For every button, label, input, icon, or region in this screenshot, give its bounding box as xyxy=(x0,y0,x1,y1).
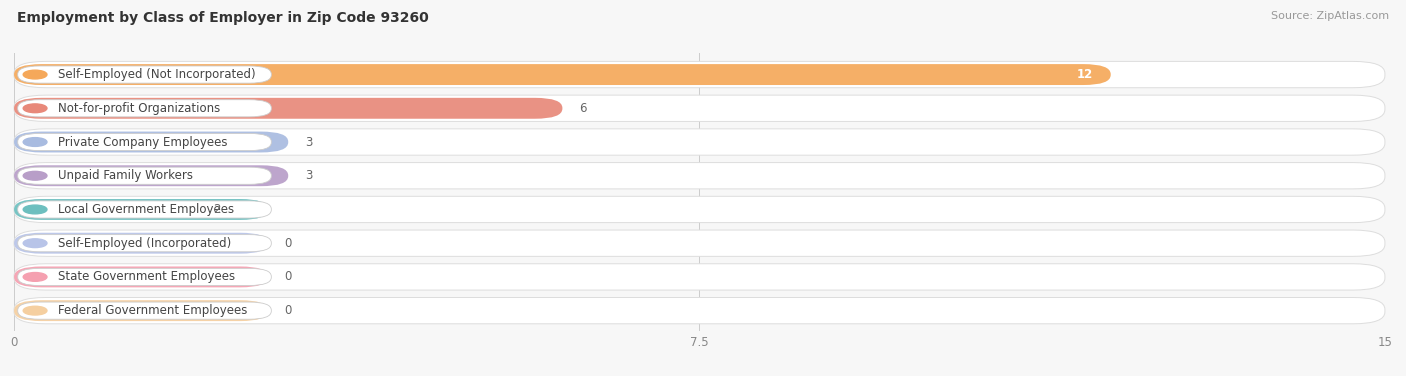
Text: Local Government Employees: Local Government Employees xyxy=(58,203,233,216)
FancyBboxPatch shape xyxy=(14,264,1385,290)
Text: 0: 0 xyxy=(284,304,291,317)
Text: Not-for-profit Organizations: Not-for-profit Organizations xyxy=(58,102,221,115)
Circle shape xyxy=(22,138,46,146)
FancyBboxPatch shape xyxy=(18,167,271,184)
Text: Self-Employed (Not Incorporated): Self-Employed (Not Incorporated) xyxy=(58,68,256,81)
FancyBboxPatch shape xyxy=(18,302,271,319)
FancyBboxPatch shape xyxy=(14,267,267,287)
Text: 0: 0 xyxy=(284,237,291,250)
Text: Self-Employed (Incorporated): Self-Employed (Incorporated) xyxy=(58,237,231,250)
Circle shape xyxy=(22,205,46,214)
Text: Federal Government Employees: Federal Government Employees xyxy=(58,304,247,317)
FancyBboxPatch shape xyxy=(18,100,271,117)
Circle shape xyxy=(22,104,46,113)
Text: State Government Employees: State Government Employees xyxy=(58,270,235,284)
FancyBboxPatch shape xyxy=(14,199,267,220)
FancyBboxPatch shape xyxy=(14,233,267,254)
Circle shape xyxy=(22,273,46,281)
FancyBboxPatch shape xyxy=(14,230,1385,256)
Circle shape xyxy=(22,171,46,180)
FancyBboxPatch shape xyxy=(14,162,1385,189)
FancyBboxPatch shape xyxy=(14,61,1385,88)
FancyBboxPatch shape xyxy=(14,64,1111,85)
FancyBboxPatch shape xyxy=(18,201,271,218)
FancyBboxPatch shape xyxy=(14,297,1385,324)
Text: Unpaid Family Workers: Unpaid Family Workers xyxy=(58,169,193,182)
Circle shape xyxy=(22,239,46,247)
FancyBboxPatch shape xyxy=(14,196,1385,223)
Circle shape xyxy=(22,306,46,315)
FancyBboxPatch shape xyxy=(14,95,1385,121)
Text: Private Company Employees: Private Company Employees xyxy=(58,135,228,149)
Text: 3: 3 xyxy=(305,169,312,182)
FancyBboxPatch shape xyxy=(18,133,271,150)
Text: 12: 12 xyxy=(1076,68,1092,81)
Text: Source: ZipAtlas.com: Source: ZipAtlas.com xyxy=(1271,11,1389,21)
Text: 2: 2 xyxy=(214,203,221,216)
FancyBboxPatch shape xyxy=(14,129,1385,155)
FancyBboxPatch shape xyxy=(18,268,271,285)
FancyBboxPatch shape xyxy=(18,235,271,252)
Text: 3: 3 xyxy=(305,135,312,149)
FancyBboxPatch shape xyxy=(14,98,562,119)
FancyBboxPatch shape xyxy=(14,165,288,186)
FancyBboxPatch shape xyxy=(14,300,267,321)
FancyBboxPatch shape xyxy=(14,132,288,153)
FancyBboxPatch shape xyxy=(18,66,271,83)
Circle shape xyxy=(22,70,46,79)
Text: 0: 0 xyxy=(284,270,291,284)
Text: Employment by Class of Employer in Zip Code 93260: Employment by Class of Employer in Zip C… xyxy=(17,11,429,25)
Text: 6: 6 xyxy=(579,102,586,115)
